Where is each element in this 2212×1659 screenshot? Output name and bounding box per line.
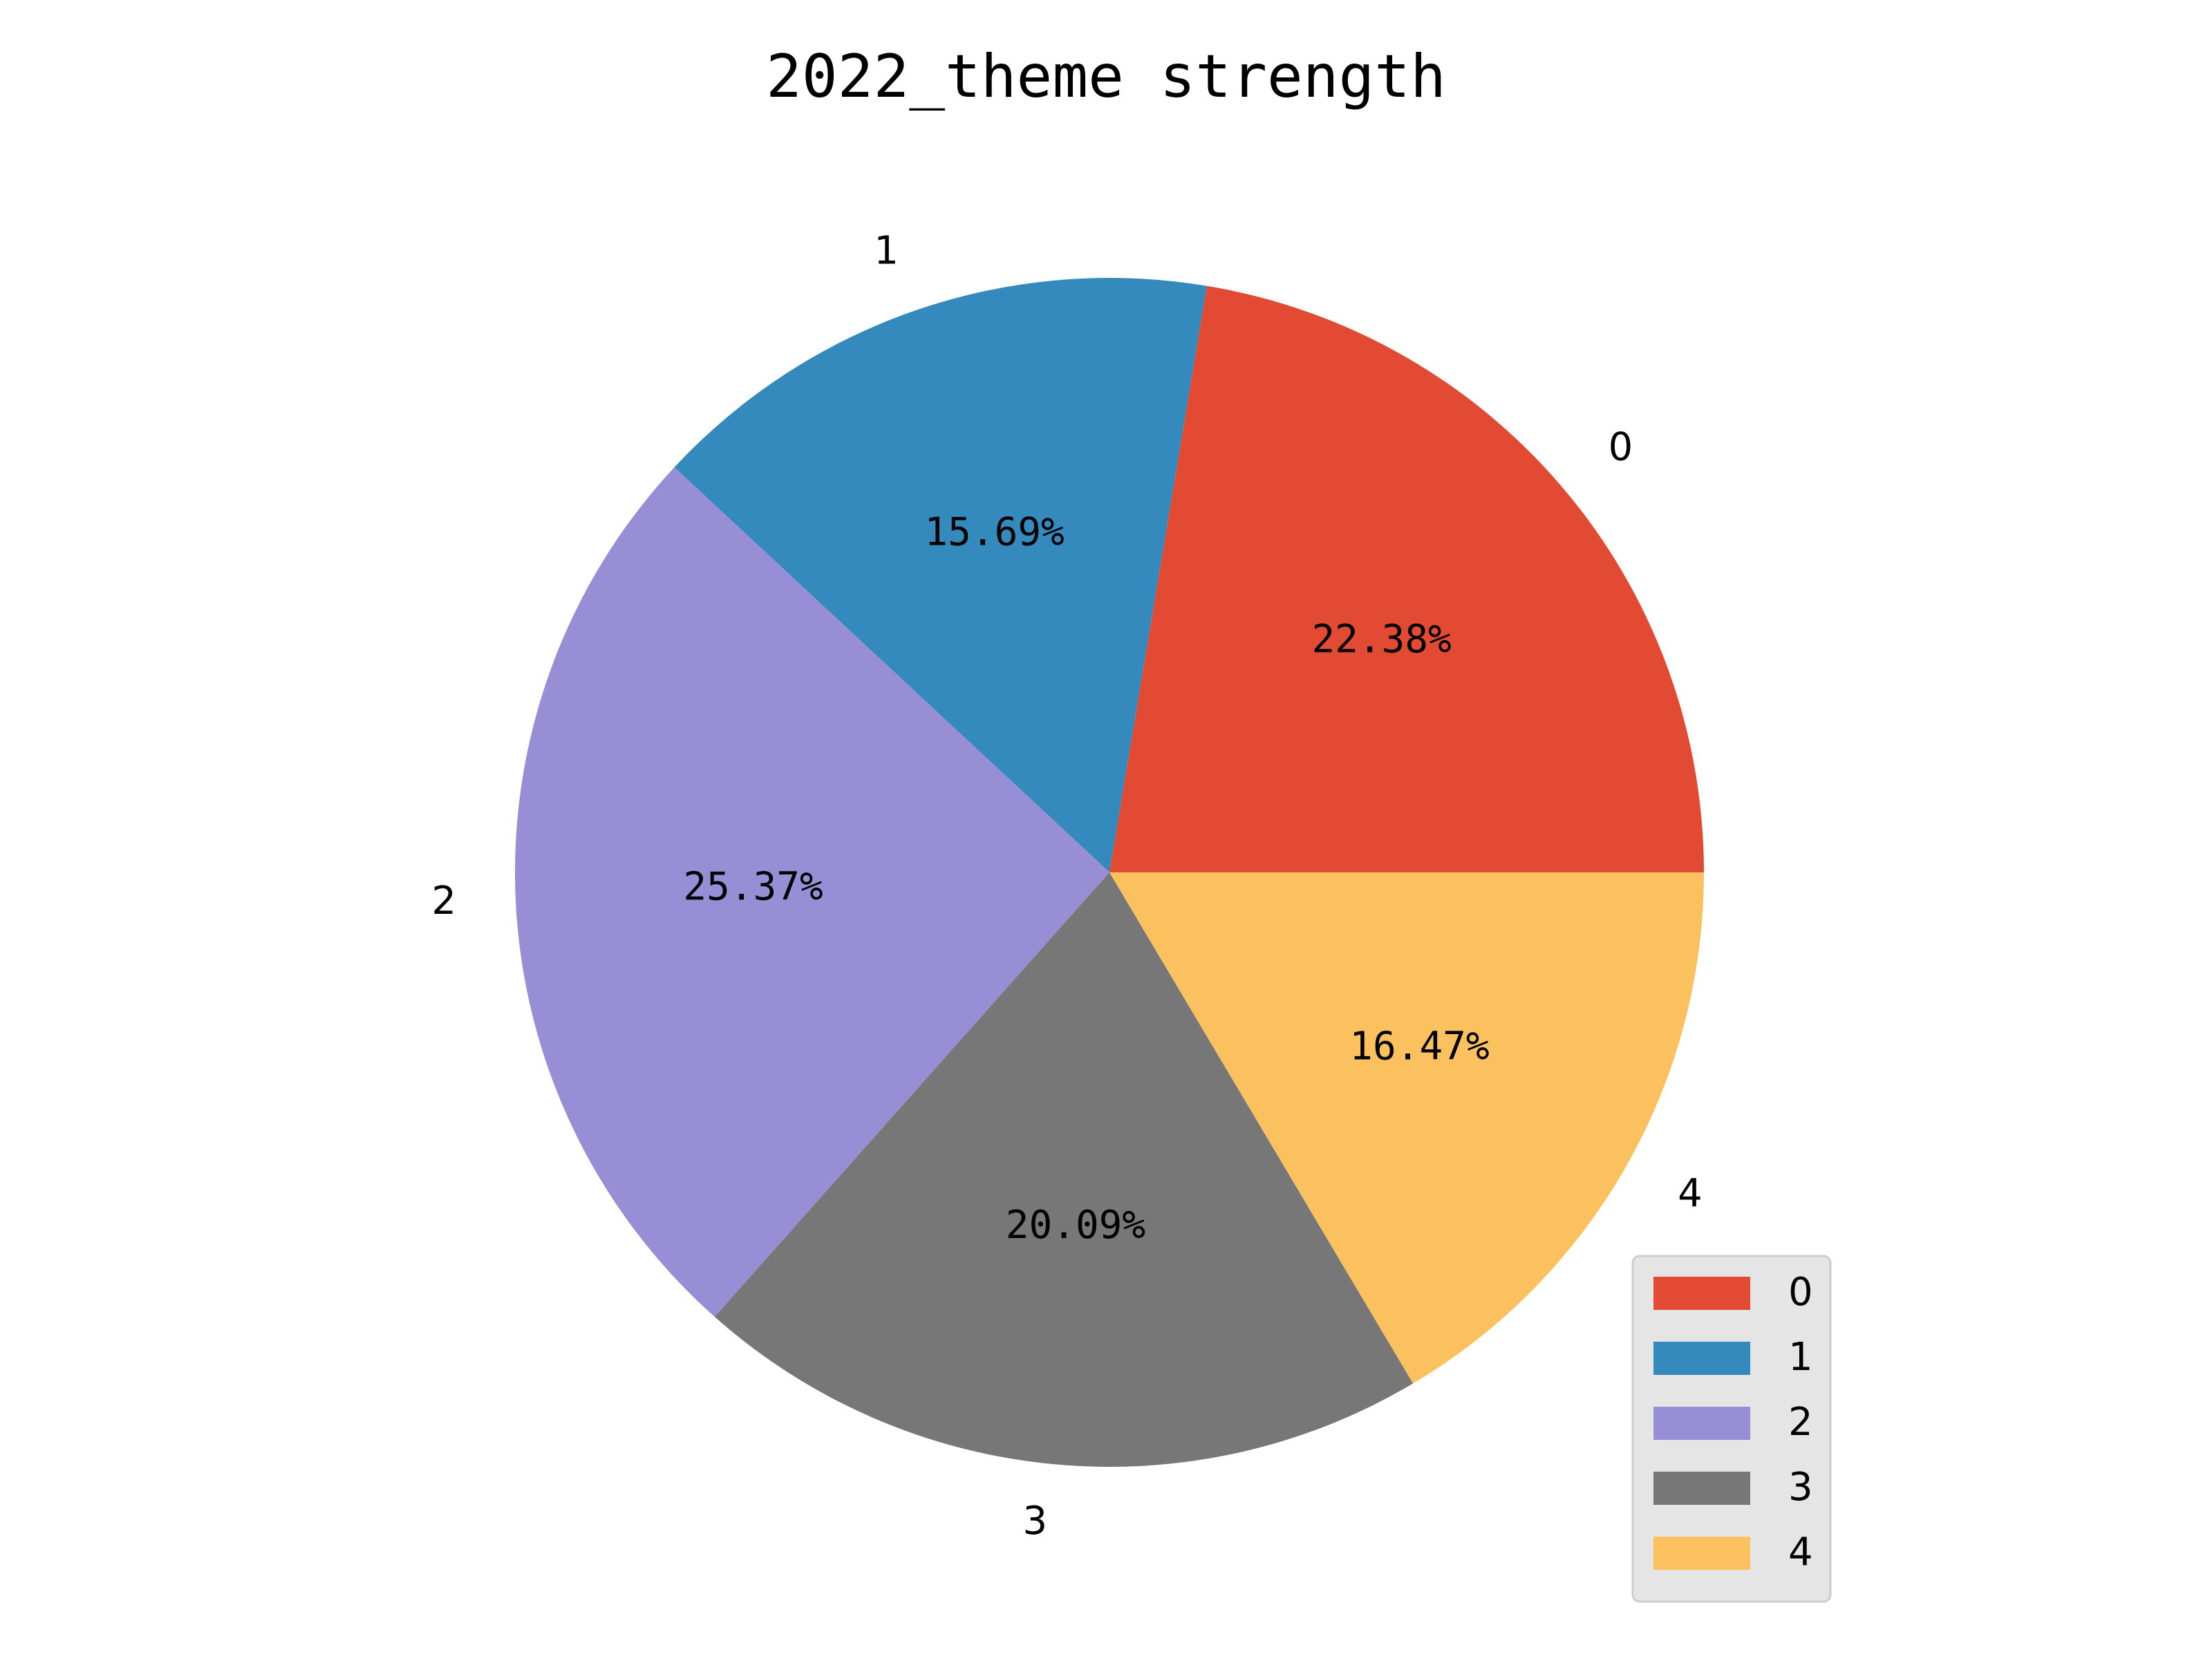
category-label-4: 4 (1678, 1171, 1703, 1216)
pie-slice-0 (1109, 285, 1704, 872)
category-label-3: 3 (1022, 1499, 1047, 1544)
legend-label-0: 0 (1788, 1270, 1813, 1315)
pie-slice-3 (714, 872, 1414, 1467)
chart-title: 2022_theme strength (766, 42, 1446, 111)
category-label-0: 0 (1609, 424, 1633, 469)
legend-label-2: 2 (1788, 1400, 1813, 1445)
pie-slice-1 (674, 277, 1207, 872)
category-label-1: 1 (874, 229, 899, 274)
legend: 0 1 2 3 4 (1631, 1255, 1832, 1603)
legend-swatch-0 (1653, 1277, 1750, 1310)
percent-label-3: 20.09% (1006, 1203, 1145, 1248)
category-label-2: 2 (431, 879, 456, 924)
percent-label-0: 22.38% (1311, 617, 1451, 662)
pie-slice-4 (1109, 872, 1704, 1384)
percent-label-1: 15.69% (924, 510, 1064, 555)
pie-slice-2 (514, 467, 1109, 1317)
legend-swatch-1 (1653, 1342, 1750, 1375)
category-labels: 0 1 2 3 4 (431, 229, 1702, 1544)
legend-label-4: 4 (1788, 1530, 1813, 1575)
legend-swatch-4 (1653, 1537, 1750, 1570)
percent-labels: 22.38% 15.69% 25.37% 20.09% 16.47% (683, 510, 1489, 1248)
percent-label-2: 25.37% (683, 865, 823, 910)
legend-label-3: 3 (1788, 1465, 1813, 1510)
legend-swatch-3 (1653, 1472, 1750, 1505)
percent-label-4: 16.47% (1349, 1024, 1489, 1069)
legend-label-1: 1 (1788, 1335, 1813, 1380)
pie-slices (514, 277, 1704, 1467)
legend-swatch-2 (1653, 1407, 1750, 1440)
